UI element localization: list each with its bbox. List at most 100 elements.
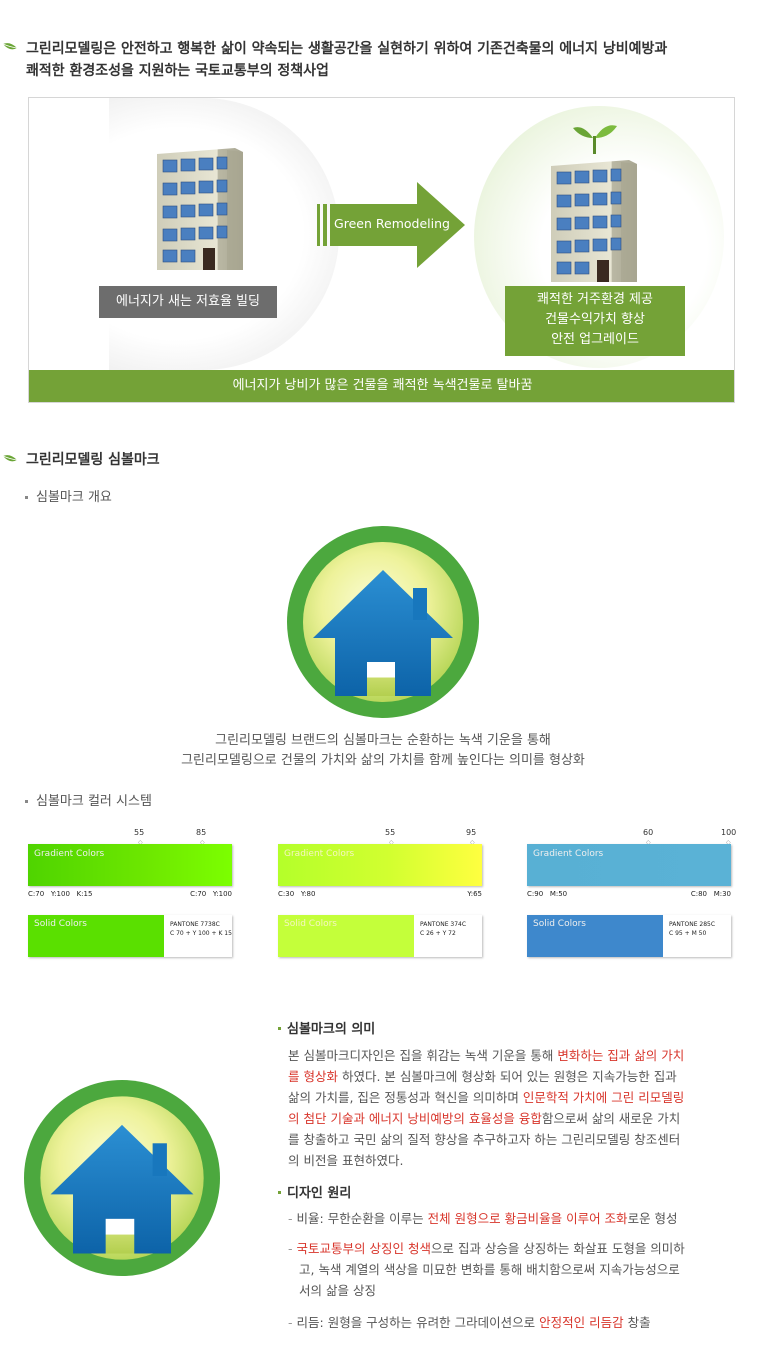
meaning-heading: 심볼마크의 의미 <box>278 1018 375 1037</box>
symbol-description: 그린리모델링 브랜드의 심볼마크는 순환하는 녹색 기운을 통해 그린리모델링으… <box>0 731 766 771</box>
swatch-blue: 60 100 ◇ ◇ Gradient Colors C:90 M:50 C:8… <box>527 828 736 960</box>
gradient-label: Gradient Colors <box>284 849 355 859</box>
pantone-mix: C 26 + Y 72 <box>420 930 456 937</box>
solid-label: Solid Colors <box>533 919 586 929</box>
meaning-paragraph: 본 심볼마크디자인은 집을 휘감는 녹색 기운을 통해 변화하는 집과 삶의 가… <box>288 1045 748 1171</box>
old-building-illustration <box>157 148 243 270</box>
gradient-label: Gradient Colors <box>533 849 604 859</box>
swatch-yellow-green: 55 95 ◇ ◇ Gradient Colors C:30 Y:80 Y:65… <box>278 828 484 960</box>
bullet <box>25 496 28 499</box>
meaning-title: 심볼마크의 의미 <box>287 1022 376 1037</box>
solid-color-block: Solid Colors <box>278 915 414 957</box>
meaning-line: 를 형상화 하였다. 본 심볼마크에 형상화 되어 있는 원형은 지속가능한 집… <box>288 1066 748 1087</box>
design-text: 리듬: 원형을 구성하는 유려한 그라데이션으로 <box>296 1315 540 1330</box>
green-remodeling-arrow-label: Green Remodeling <box>334 216 450 231</box>
intro-line-2: 쾌적한 환경조성을 지원하는 국토교통부의 정책사업 <box>26 63 329 79</box>
pantone-mix: C 95 + M 50 <box>669 930 707 937</box>
meaning-highlight: 변화하는 집과 삶의 가치 <box>557 1048 685 1063</box>
gradient-stop-b: 95 <box>466 828 477 837</box>
gradient-label: Gradient Colors <box>34 849 105 859</box>
benefits-label: 쾌적한 거주환경 제공 건물수익가치 향상 안전 업그레이드 <box>505 286 685 356</box>
green-remodeling-logo-small <box>24 1080 220 1276</box>
swatch-green: 55 85 ◇ ◇ Gradient Colors C:70 Y:100 K:1… <box>28 828 234 960</box>
diamond-marker-icon: ◇ <box>200 839 205 846</box>
gradient-left-code: C:90 M:50 <box>527 890 568 898</box>
diamond-marker-icon: ◇ <box>389 839 394 846</box>
leaf-bullet-icon <box>2 455 18 462</box>
green-remodeling-diagram: 에너지가 새는 저효율 빌딩 Green Remodeling 쾌적한 거주환경… <box>28 97 735 403</box>
symbol-section-title: 그린리모델링 심볼마크 <box>26 452 160 468</box>
gradient-right-code: C:70 Y:100 <box>190 890 232 898</box>
gradient-right-code: C:80 M:30 <box>690 890 731 898</box>
solid-color-block: Solid Colors <box>527 915 663 957</box>
intro-line-1: 그린리모델링은 안전하고 행복한 삶이 약속되는 생활공간을 실현하기 위하여 … <box>26 41 668 57</box>
solid-label: Solid Colors <box>34 919 87 929</box>
gradient-stop-b: 85 <box>196 828 207 837</box>
design-title: 디자인 원리 <box>287 1186 352 1201</box>
pantone-name: PANTONE 7738C <box>170 921 220 928</box>
gradient-right-code: Y:65 <box>467 890 482 898</box>
gradient-stop-a: 60 <box>643 828 654 837</box>
solid-bar: Solid Colors PANTONE 374C C 26 + Y 72 <box>278 915 482 957</box>
design-text: 창출 <box>623 1315 651 1330</box>
dash-icon: - <box>288 1211 293 1226</box>
design-line: - 국토교통부의 상징인 청색으로 집과 상승을 상징하는 화살표 도형을 의미하 <box>288 1238 748 1259</box>
meaning-line: 의 첨단 기술과 에너지 낭비예방의 효율성을 융합함으로써 삶의 새로운 가치 <box>288 1108 748 1129</box>
meaning-line: 의 비전을 표현하였다. <box>288 1153 404 1168</box>
color-system-subtitle-text: 심볼마크 컬러 시스템 <box>36 794 152 809</box>
pantone-code: PANTONE 7738C C 70 + Y 100 + K 15 <box>170 920 232 938</box>
meaning-text: 하였다. 본 심볼마크에 형상화 되어 있는 원형은 지속가능한 집과 <box>337 1069 677 1084</box>
design-highlight: 국토교통부의 상징인 청색 <box>296 1241 431 1256</box>
solid-bar: Solid Colors PANTONE 285C C 95 + M 50 <box>527 915 731 957</box>
gradient-left-code: C:70 Y:100 K:15 <box>28 890 93 898</box>
solid-color-block: Solid Colors <box>28 915 164 957</box>
pantone-code: PANTONE 374C C 26 + Y 72 <box>420 920 466 938</box>
design-text: 으로 집과 상승을 상징하는 화살표 도형을 의미하 <box>430 1241 685 1256</box>
design-item-rhythm: - 리듬: 원형을 구성하는 유려한 그라데이션으로 안정적인 리듬감 창출 <box>288 1312 651 1333</box>
meaning-highlight: 를 형상화 <box>288 1069 338 1084</box>
design-line: 고, 녹색 계열의 색상을 미묘한 변화를 통해 배치함으로써 지속가능성으로 <box>299 1262 680 1277</box>
design-item-ratio: - 비율: 무한순환을 이루는 전체 원형으로 황금비율을 이루어 조화로운 형성 <box>288 1208 678 1229</box>
diamond-marker-icon: ◇ <box>646 839 651 846</box>
pantone-name: PANTONE 374C <box>420 921 467 928</box>
design-item-color: - 국토교통부의 상징인 청색으로 집과 상승을 상징하는 화살표 도형을 의미하… <box>288 1238 748 1301</box>
dash-icon: - <box>288 1241 293 1256</box>
gradient-bar: Gradient Colors <box>28 844 232 886</box>
benefit-value: 건물수익가치 향상 <box>545 312 645 327</box>
pantone-name: PANTONE 285C <box>669 921 716 928</box>
green-remodeling-logo <box>287 526 479 718</box>
overview-subtitle-text: 심볼마크 개요 <box>36 490 112 505</box>
bullet <box>25 800 28 803</box>
symbol-description-line-1: 그린리모델링 브랜드의 심볼마크는 순환하는 녹색 기운을 통해 <box>215 733 551 748</box>
color-system-subtitle: 심볼마크 컬러 시스템 <box>25 790 152 809</box>
pantone-code: PANTONE 285C C 95 + M 50 <box>669 920 715 938</box>
leaf-bullet-icon <box>2 43 18 50</box>
bottom-summary-bar: 에너지가 낭비가 많은 건물을 쾌적한 녹색건물로 탈바꿈 <box>29 370 734 402</box>
pantone-mix: C 70 + Y 100 + K 15 <box>170 930 232 937</box>
benefit-safety: 안전 업그레이드 <box>551 332 639 347</box>
overview-subtitle: 심볼마크 개요 <box>25 486 112 505</box>
gradient-left-code: C:30 Y:80 <box>278 890 316 898</box>
diamond-marker-icon: ◇ <box>470 839 475 846</box>
gradient-stop-a: 55 <box>134 828 145 837</box>
dash-icon: - <box>288 1315 293 1330</box>
bullet <box>278 1027 281 1030</box>
design-line: 서의 삶을 상징 <box>299 1283 376 1298</box>
design-highlight: 전체 원형으로 황금비율을 이루어 조화 <box>427 1211 628 1226</box>
design-highlight: 안정적인 리듬감 <box>539 1315 624 1330</box>
meaning-line: 본 심볼마크디자인은 집을 휘감는 녹색 기운을 통해 변화하는 집과 삶의 가… <box>288 1045 748 1066</box>
gradient-stop-a: 55 <box>385 828 396 837</box>
gradient-bar: Gradient Colors <box>527 844 731 886</box>
meaning-highlight: 인문학적 가치에 그린 리모델링 <box>522 1090 685 1105</box>
arrow-right-icon <box>317 182 465 268</box>
benefit-comfort: 쾌적한 거주환경 제공 <box>537 292 653 307</box>
gradient-bar: Gradient Colors <box>278 844 482 886</box>
low-efficiency-label: 에너지가 새는 저효율 빌딩 <box>99 286 277 318</box>
design-heading: 디자인 원리 <box>278 1182 351 1201</box>
solid-bar: Solid Colors PANTONE 7738C C 70 + Y 100 … <box>28 915 232 957</box>
symbol-description-line-2: 그린리모델링으로 건물의 가치와 삶의 가치를 함께 높인다는 의미를 형상화 <box>181 753 585 768</box>
design-text: 비율: 무한순환을 이루는 <box>296 1211 428 1226</box>
meaning-line: 를 창출하고 국민 삶의 질적 향상을 추구하고자 하는 그린리모델링 창조센터 <box>288 1132 681 1147</box>
green-building-illustration <box>551 125 637 282</box>
meaning-highlight: 의 첨단 기술과 에너지 낭비예방의 효율성을 융합 <box>288 1111 542 1126</box>
